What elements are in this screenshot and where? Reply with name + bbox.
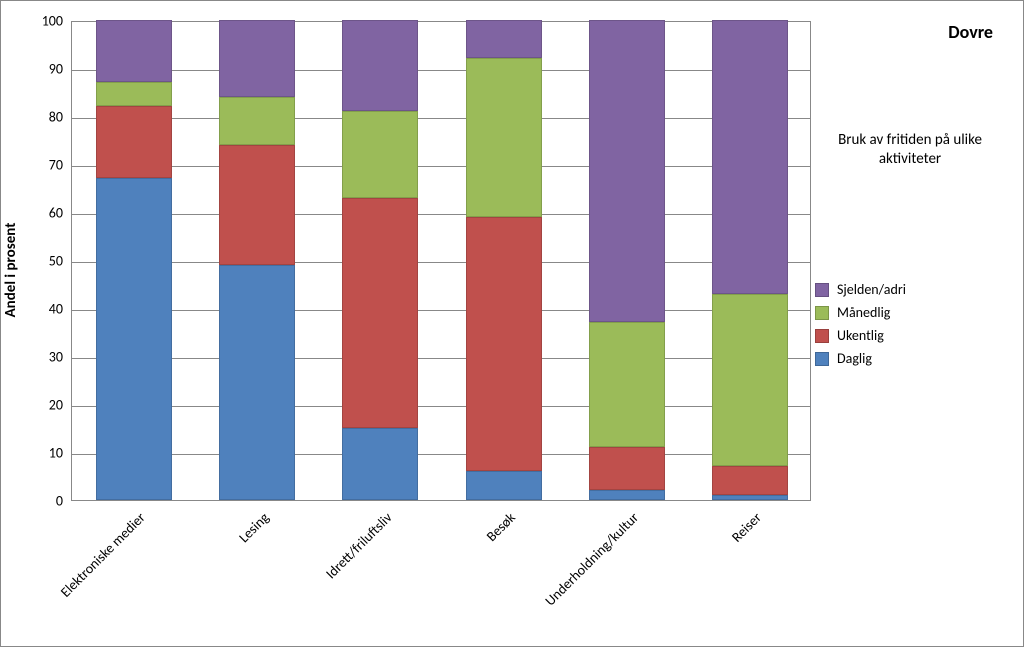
legend-label: Ukentlig <box>837 327 884 344</box>
bar-segment-månedlig <box>589 322 665 447</box>
chart-title: Dovre <box>948 21 993 43</box>
y-tick-label: 70 <box>23 157 63 174</box>
legend-item: Månedlig <box>815 304 995 321</box>
y-tick-label: 60 <box>23 205 63 222</box>
x-tick-label: Idrett/friluftsliv <box>322 509 395 582</box>
bar-segment-sjeldenadri <box>219 20 295 97</box>
y-tick-label: 50 <box>23 253 63 270</box>
bar-segment-sjeldenadri <box>96 20 172 82</box>
x-tick-label: Elektroniske medier <box>57 509 149 601</box>
bar-segment-daglig <box>342 428 418 500</box>
x-tick-label: Reiser <box>729 509 766 546</box>
bar-segment-sjeldenadri <box>466 20 542 58</box>
bar-group <box>712 20 788 500</box>
bar-segment-daglig <box>589 490 665 500</box>
y-tick-label: 80 <box>23 109 63 126</box>
bar-group <box>589 20 665 500</box>
x-tick-label: Underholdning/kultur <box>542 509 642 609</box>
legend-label: Daglig <box>837 350 872 367</box>
bar-segment-månedlig <box>342 111 418 197</box>
bar-segment-sjeldenadri <box>342 20 418 111</box>
y-tick-label: 20 <box>23 397 63 414</box>
bar-segment-ukentlig <box>219 145 295 265</box>
y-tick-label: 40 <box>23 301 63 318</box>
y-tick-label: 30 <box>23 349 63 366</box>
legend-label: Sjelden/adri <box>837 281 906 298</box>
x-tick-label: Besøk <box>483 509 519 545</box>
bar-segment-sjeldenadri <box>712 20 788 294</box>
legend-item: Daglig <box>815 350 995 367</box>
legend-item: Sjelden/adri <box>815 281 995 298</box>
bar-segment-ukentlig <box>466 217 542 471</box>
plot-area <box>71 21 811 501</box>
bar-group <box>219 20 295 500</box>
chart-container: Andel i prosent Dovre Bruk av fritiden p… <box>0 0 1024 647</box>
y-tick-label: 0 <box>23 493 63 510</box>
bar-group <box>466 20 542 500</box>
bar-segment-månedlig <box>219 97 295 145</box>
bar-segment-månedlig <box>96 82 172 106</box>
chart-subtitle: Bruk av fritiden på ulike aktiviteter <box>825 131 995 169</box>
bar-segment-ukentlig <box>342 198 418 428</box>
bar-segment-sjeldenadri <box>589 20 665 322</box>
legend-swatch <box>815 283 829 297</box>
bar-group <box>96 20 172 500</box>
bar-segment-månedlig <box>466 58 542 216</box>
bar-segment-månedlig <box>712 294 788 467</box>
legend-swatch <box>815 352 829 366</box>
legend-swatch <box>815 306 829 320</box>
y-tick-label: 10 <box>23 445 63 462</box>
legend-label: Månedlig <box>837 304 890 321</box>
y-axis-title: Andel i prosent <box>2 223 20 318</box>
y-tick-label: 90 <box>23 61 63 78</box>
legend-item: Ukentlig <box>815 327 995 344</box>
legend: Sjelden/adri Månedlig Ukentlig Daglig <box>815 281 995 373</box>
bar-segment-ukentlig <box>96 106 172 178</box>
legend-swatch <box>815 329 829 343</box>
bar-segment-ukentlig <box>712 466 788 495</box>
bars-layer <box>72 22 810 500</box>
bar-segment-daglig <box>96 178 172 500</box>
bar-segment-daglig <box>712 495 788 500</box>
bar-group <box>342 20 418 500</box>
bar-segment-ukentlig <box>589 447 665 490</box>
y-tick-label: 100 <box>23 13 63 30</box>
bar-segment-daglig <box>219 265 295 500</box>
bar-segment-daglig <box>466 471 542 500</box>
x-tick-label: Lesing <box>235 509 272 546</box>
